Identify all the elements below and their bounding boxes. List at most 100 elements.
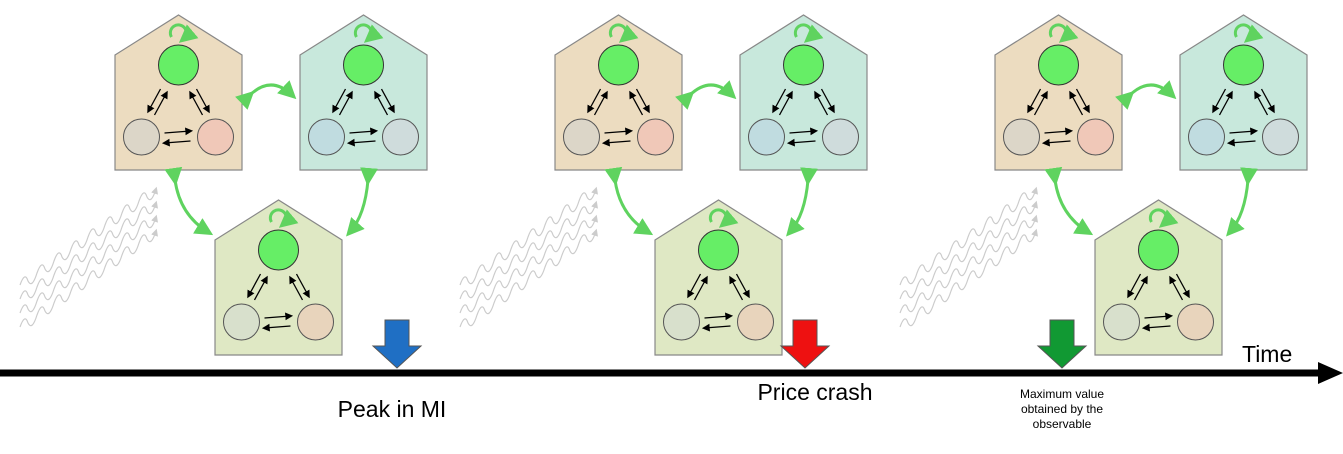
edge-arrow	[189, 90, 204, 116]
interaction-arrow	[675, 80, 737, 110]
self-loop	[793, 23, 824, 43]
node	[197, 118, 234, 156]
edge-arrow	[789, 127, 819, 136]
node	[1138, 229, 1179, 271]
wave	[19, 228, 159, 328]
node	[297, 303, 334, 341]
edge-arrow	[735, 273, 750, 299]
interaction-arrow	[786, 167, 818, 237]
edge-arrow	[195, 88, 210, 114]
edge-arrow	[772, 88, 787, 114]
interaction-arrow	[1044, 166, 1094, 236]
edge-arrow	[332, 88, 347, 114]
edge-arrow	[635, 88, 650, 114]
edge-arrow	[1069, 90, 1084, 116]
node	[382, 118, 419, 156]
edge-arrow	[593, 90, 608, 116]
wave	[459, 214, 599, 314]
node	[1177, 303, 1214, 341]
edge-arrow	[1218, 90, 1233, 116]
interaction-arrow	[604, 166, 654, 236]
event-label: Maximum value	[1020, 387, 1104, 401]
edge-arrow	[701, 323, 731, 332]
edge-arrow	[253, 275, 268, 301]
node	[343, 44, 384, 86]
wave	[19, 214, 159, 314]
node	[637, 118, 674, 156]
self-loop	[708, 208, 739, 228]
node	[1077, 118, 1114, 156]
edge-arrow	[786, 138, 816, 147]
scenes	[19, 14, 1308, 356]
edge-arrow	[604, 127, 634, 136]
edge-arrow	[153, 90, 168, 116]
edge-arrow	[778, 90, 793, 116]
self-loop	[608, 23, 639, 43]
node	[158, 44, 199, 86]
event-arrow	[371, 319, 423, 369]
edge-arrow	[1141, 323, 1171, 332]
wave	[19, 186, 159, 286]
edge-arrow	[264, 312, 294, 321]
node	[1262, 118, 1299, 156]
node	[1038, 44, 1079, 86]
event-arrow	[1036, 319, 1088, 369]
edge-arrow	[1254, 90, 1269, 116]
edge-arrow	[1169, 275, 1184, 301]
edge-arrow	[1175, 273, 1190, 299]
edge-arrow	[349, 127, 379, 136]
node	[1223, 44, 1264, 86]
edge-arrow	[380, 88, 395, 114]
edge-arrow	[704, 312, 734, 321]
node	[223, 303, 260, 341]
wave	[459, 228, 599, 328]
self-loop	[1233, 23, 1264, 43]
wave	[899, 228, 1039, 328]
node	[1103, 303, 1140, 341]
edge-arrow	[1212, 88, 1227, 114]
node	[737, 303, 774, 341]
edge-arrow	[1075, 88, 1090, 114]
interaction-arrow	[1226, 167, 1258, 237]
node	[748, 118, 785, 156]
wave	[459, 200, 599, 300]
self-loop	[1148, 208, 1179, 228]
edge-arrow	[161, 138, 191, 147]
time-arrowhead	[1318, 362, 1343, 384]
interaction-arrow	[164, 166, 214, 236]
event-label: observable	[1033, 417, 1092, 431]
edge-arrow	[1041, 138, 1071, 147]
edge-arrow	[687, 273, 702, 299]
self-loop	[268, 208, 299, 228]
edge-arrow	[247, 273, 262, 299]
edge-arrow	[814, 90, 829, 116]
self-loop	[353, 23, 384, 43]
edge-arrow	[346, 138, 376, 147]
wave	[899, 200, 1039, 300]
interaction-arrow	[1115, 80, 1177, 110]
node	[598, 44, 639, 86]
wave	[19, 200, 159, 300]
edge-arrow	[164, 127, 194, 136]
self-loop	[1048, 23, 1079, 43]
node	[822, 118, 859, 156]
edge-arrow	[629, 90, 644, 116]
edge-arrow	[295, 273, 310, 299]
self-loop	[168, 23, 199, 43]
edge-arrow	[1033, 90, 1048, 116]
edge-arrow	[729, 275, 744, 301]
edge-arrow	[1027, 88, 1042, 114]
node	[663, 303, 700, 341]
event-label: Price crash	[757, 379, 872, 405]
event-arrow	[779, 319, 831, 369]
edge-arrow	[820, 88, 835, 114]
event-label: Peak in MI	[338, 396, 447, 422]
node	[698, 229, 739, 271]
edge-arrow	[147, 88, 162, 114]
interaction-arrow	[235, 80, 297, 110]
wave	[459, 186, 599, 286]
edge-arrow	[261, 323, 291, 332]
edge-arrow	[1044, 127, 1074, 136]
edge-arrow	[1229, 127, 1259, 136]
